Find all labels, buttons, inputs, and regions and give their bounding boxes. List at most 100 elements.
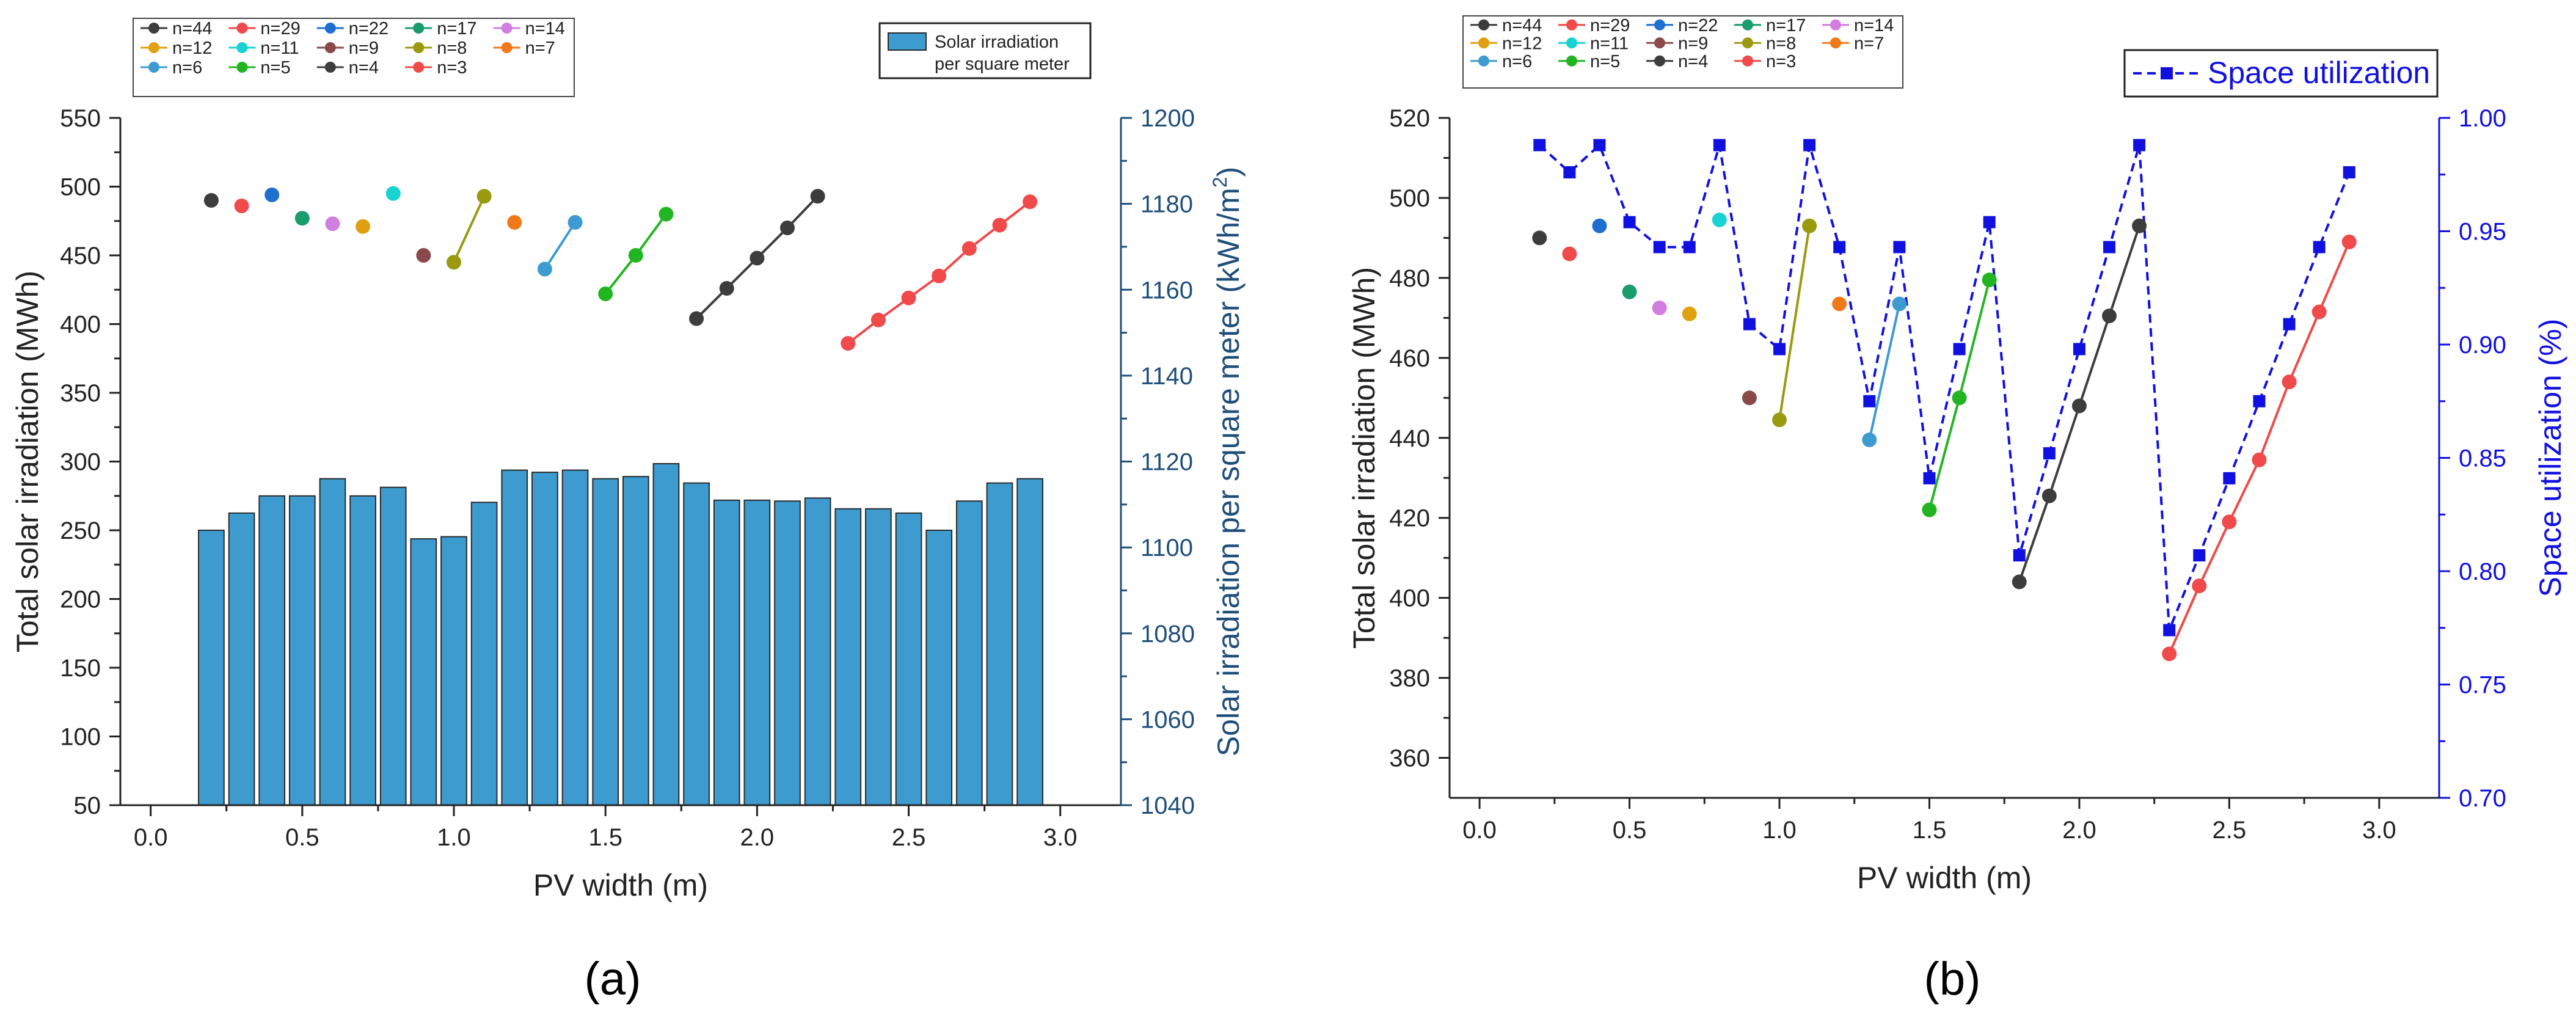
y-tick-label-right: 1120: [1140, 449, 1193, 476]
data-point: [689, 311, 704, 326]
x-tick-label: 2.0: [740, 824, 775, 851]
legend-label: n=17: [437, 19, 476, 38]
utilization-point: [2223, 472, 2236, 484]
legend-label: n=22: [349, 19, 389, 38]
series-n=11: [1712, 212, 1727, 227]
utilization-point: [2193, 549, 2206, 562]
data-point: [841, 336, 856, 351]
legend-marker: [501, 42, 513, 53]
legend-item-n=22: n=22: [1646, 16, 1718, 35]
data-point: [1772, 412, 1787, 428]
data-point: [780, 221, 795, 235]
legend-marker: [148, 23, 159, 34]
x-axis-label: PV width (m): [533, 868, 708, 902]
legend-marker: [1478, 37, 1489, 49]
data-point: [628, 248, 643, 263]
series-n=44: [203, 193, 219, 208]
y-axis-label-right-end: ): [1211, 167, 1246, 177]
x-tick-label: 1.5: [588, 824, 622, 851]
data-point: [901, 290, 916, 305]
bar: [410, 538, 437, 806]
legend-marker: [501, 23, 513, 34]
utilization-point: [1743, 318, 1756, 331]
data-point: [2012, 574, 2027, 590]
legend-item-n=7: n=7: [1822, 34, 1884, 53]
legend-marker: [2161, 67, 2173, 79]
legend-item-n=29: n=29: [228, 19, 301, 38]
bar: [652, 463, 680, 806]
data-point: [2041, 488, 2057, 503]
utilization-point: [1833, 241, 1846, 254]
utilization-point: [2103, 241, 2115, 254]
legend-label: n=6: [1502, 52, 1532, 71]
y-tick-label-left: 350: [60, 380, 101, 407]
data-point: [992, 217, 1007, 233]
y-tick-label-left: 250: [60, 517, 101, 544]
bar: [531, 472, 558, 806]
bar: [834, 508, 862, 806]
legend-marker: [1742, 19, 1753, 31]
bar: [925, 530, 953, 806]
series-n=7: [1832, 296, 1847, 312]
utilization-point: [2133, 139, 2146, 152]
data-point: [265, 188, 280, 202]
legend-item-n=8: n=8: [405, 38, 467, 58]
series-n=12: [356, 219, 371, 234]
legend-label: n=4: [1678, 52, 1708, 71]
legend-label: n=4: [349, 58, 379, 78]
x-tick-label: 2.0: [2062, 817, 2096, 844]
series-n=17: [294, 211, 310, 226]
data-point: [2192, 579, 2207, 594]
legend-item-n=17: n=17: [405, 19, 477, 38]
series-line: [1868, 304, 1901, 440]
y-tick-label-left: 150: [60, 655, 101, 682]
legend-label: n=6: [172, 58, 202, 78]
data-point: [2282, 374, 2297, 390]
series-n=9: [416, 248, 431, 263]
y-tick-label-right: 1200: [1140, 105, 1195, 132]
bar: [895, 512, 922, 806]
bar: [592, 478, 619, 806]
utilization-point: [2163, 624, 2176, 637]
y-axis-label-left: Total solar irradiation (MWh): [1347, 267, 1381, 649]
legend-item-n=3: n=3: [405, 58, 467, 78]
y-tick-label-left: 420: [1389, 505, 1430, 532]
series-n=44: [1532, 230, 1547, 246]
secondary-legend: Space utilization: [2123, 49, 2439, 98]
data-point: [2132, 218, 2147, 233]
y-tick-label-left: 480: [1389, 265, 1430, 292]
series-n=9: [1742, 390, 1757, 406]
legend-frame: [133, 18, 575, 97]
data-point: [294, 211, 310, 226]
y-axis-label-right: Space utilization (%): [2533, 319, 2567, 597]
legend-marker: [236, 62, 248, 73]
series-n=12: [1682, 306, 1697, 321]
y-tick-label-right: 1100: [1140, 535, 1193, 561]
y-tick-label-right: 0.90: [2459, 332, 2506, 359]
legend-item-n=6: n=6: [140, 58, 202, 78]
legend-marker: [413, 42, 425, 53]
series-line: [1778, 225, 1811, 420]
data-point: [1802, 218, 1817, 233]
data-point: [537, 261, 552, 277]
x-tick-label: 1.5: [1913, 817, 1947, 844]
y-axis-label-left: Total solar irradiation (MWh): [10, 271, 45, 652]
data-point: [447, 255, 461, 270]
bar: [561, 469, 589, 806]
series-n=8: [1772, 218, 1817, 428]
legend-marker: [1566, 37, 1577, 49]
y-tick-label-left: 300: [60, 449, 101, 476]
y-tick-label-left: 200: [60, 586, 101, 613]
bar: [774, 500, 801, 806]
data-point: [1562, 246, 1577, 261]
data-point: [385, 186, 401, 201]
data-point: [234, 199, 249, 213]
y-axis-label-right-sup: 2: [1209, 177, 1231, 188]
utilization-point: [1623, 216, 1636, 228]
legend-item-n=44: n=44: [140, 19, 212, 38]
series-n=29: [1562, 246, 1577, 261]
legend-label: n=12: [172, 38, 212, 58]
utilization-point: [1683, 241, 1696, 254]
data-point: [1832, 296, 1847, 312]
legend-marker: [324, 23, 336, 34]
